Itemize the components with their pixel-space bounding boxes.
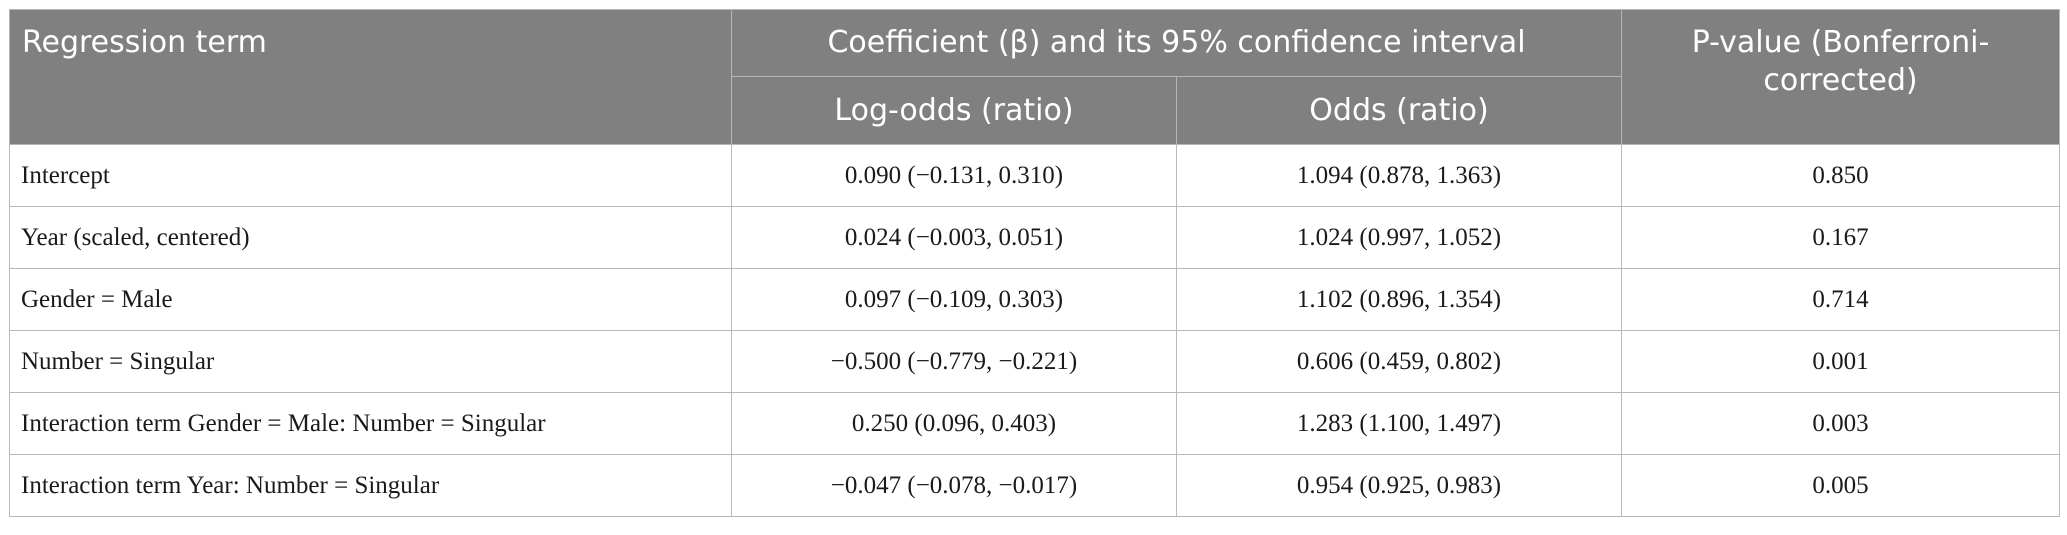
cell-p-value: 0.167 [1621,206,2061,269]
cell-term: Intercept [9,144,732,207]
table-row: Gender = Male 0.097 (−0.109, 0.303) 1.10… [9,268,2061,331]
cell-p-value: 0.005 [1621,454,2061,517]
cell-p-value: 0.003 [1621,392,2061,455]
table-row: Interaction term Year: Number = Singular… [9,454,2061,517]
cell-odds: 0.606 (0.459, 0.802) [1175,330,1623,393]
cell-term: Year (scaled, centered) [9,206,732,269]
table-row: Year (scaled, centered) 0.024 (−0.003, 0… [9,206,2061,269]
header-log-odds: Log-odds (ratio) [731,76,1177,145]
header-regression-term: Regression term [9,9,732,145]
cell-log-odds: 0.250 (0.096, 0.403) [731,392,1177,455]
cell-odds: 1.094 (0.878, 1.363) [1175,144,1623,207]
table-row: Number = Singular −0.500 (−0.779, −0.221… [9,330,2061,393]
cell-odds: 1.102 (0.896, 1.354) [1175,268,1623,331]
cell-p-value: 0.001 [1621,330,2061,393]
cell-p-value: 0.850 [1621,144,2061,207]
cell-odds: 0.954 (0.925, 0.983) [1175,454,1623,517]
header-odds: Odds (ratio) [1175,76,1623,145]
cell-term: Number = Singular [9,330,732,393]
cell-log-odds: 0.024 (−0.003, 0.051) [731,206,1177,269]
regression-table: Regression term Coefficient (β) and its … [9,9,2061,517]
cell-log-odds: 0.097 (−0.109, 0.303) [731,268,1177,331]
table-row: Interaction term Gender = Male: Number =… [9,392,2061,455]
header-row-sub: Log-odds (ratio) Odds (ratio) [10,76,2060,145]
cell-odds: 1.283 (1.100, 1.497) [1175,392,1623,455]
cell-log-odds: −0.047 (−0.078, −0.017) [731,454,1177,517]
cell-term: Interaction term Gender = Male: Number =… [9,392,732,455]
cell-odds: 1.024 (0.997, 1.052) [1175,206,1623,269]
table-header: Regression term Coefficient (β) and its … [9,9,2061,145]
cell-log-odds: −0.500 (−0.779, −0.221) [731,330,1177,393]
table-row: Intercept 0.090 (−0.131, 0.310) 1.094 (0… [9,144,2061,207]
header-p-value: P-value (Bonferroni-corrected) [1621,9,2061,145]
header-row-top: Regression term Coefficient (β) and its … [9,9,2061,145]
cell-term: Interaction term Year: Number = Singular [9,454,732,517]
table-body: Intercept 0.090 (−0.131, 0.310) 1.094 (0… [9,144,2061,517]
cell-term: Gender = Male [9,268,732,331]
cell-log-odds: 0.090 (−0.131, 0.310) [731,144,1177,207]
header-coefficient-group: Coefficient (β) and its 95% confidence i… [730,9,1623,77]
cell-p-value: 0.714 [1621,268,2061,331]
